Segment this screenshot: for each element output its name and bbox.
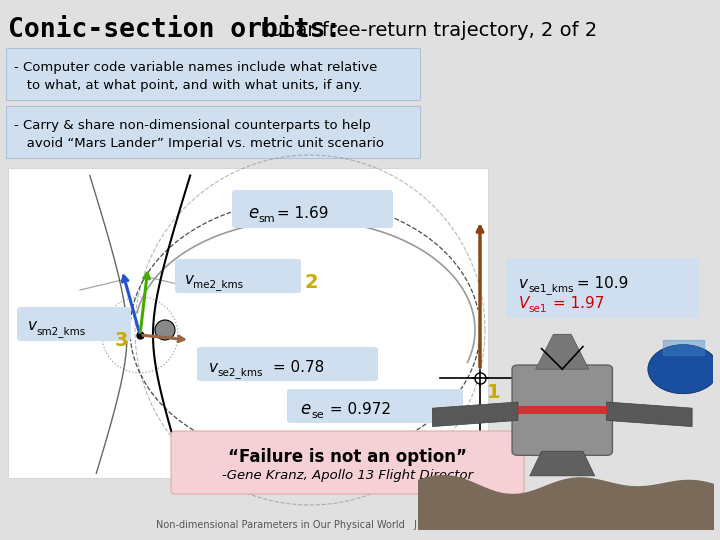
Text: = 0.972: = 0.972 [325, 402, 391, 416]
Text: - Carry & share non-dimensional counterparts to help: - Carry & share non-dimensional counterp… [14, 119, 371, 132]
FancyBboxPatch shape [197, 347, 378, 381]
Text: Lunar free-return trajectory, 2 of 2: Lunar free-return trajectory, 2 of 2 [248, 21, 598, 39]
Text: -Gene Kranz, Apollo 13 Flight Director: -Gene Kranz, Apollo 13 Flight Director [222, 469, 474, 483]
Text: $v$: $v$ [208, 360, 219, 375]
FancyBboxPatch shape [506, 258, 699, 318]
Text: - Computer code variable names include what relative: - Computer code variable names include w… [14, 62, 377, 75]
Text: $e$: $e$ [248, 204, 259, 222]
Text: $v$: $v$ [518, 275, 529, 291]
Text: me2_kms: me2_kms [193, 280, 243, 291]
Text: se: se [311, 410, 323, 420]
Text: sm: sm [258, 214, 274, 224]
FancyBboxPatch shape [232, 190, 393, 228]
Circle shape [648, 345, 719, 394]
FancyBboxPatch shape [175, 259, 301, 293]
Text: sm2_kms: sm2_kms [36, 327, 85, 338]
Text: 15: 15 [688, 513, 705, 527]
Text: = 1.97: = 1.97 [548, 295, 604, 310]
Text: $v$: $v$ [184, 272, 195, 287]
FancyBboxPatch shape [6, 48, 420, 100]
Text: “Failure is not an option”: “Failure is not an option” [228, 448, 467, 466]
Text: se1: se1 [528, 304, 546, 314]
Polygon shape [606, 402, 692, 427]
Text: 2: 2 [305, 273, 319, 292]
Text: = 0.78: = 0.78 [268, 360, 324, 375]
FancyBboxPatch shape [17, 307, 131, 341]
Text: avoid “Mars Lander” Imperial vs. metric unit scenario: avoid “Mars Lander” Imperial vs. metric … [14, 138, 384, 151]
FancyBboxPatch shape [287, 389, 463, 423]
Polygon shape [432, 402, 518, 427]
FancyBboxPatch shape [171, 431, 524, 494]
FancyBboxPatch shape [518, 406, 606, 414]
Polygon shape [536, 334, 589, 369]
FancyBboxPatch shape [512, 365, 613, 455]
Circle shape [155, 320, 175, 340]
Text: $e$: $e$ [300, 400, 312, 418]
Text: se1_kms: se1_kms [528, 284, 574, 294]
Text: 3: 3 [115, 330, 128, 349]
Text: $v$: $v$ [27, 319, 38, 334]
Text: to what, at what point, and with what units, if any.: to what, at what point, and with what un… [14, 79, 362, 92]
FancyBboxPatch shape [6, 106, 420, 158]
FancyBboxPatch shape [8, 168, 488, 478]
Text: Non-dimensional Parameters in Our Physical World   J. Philip Barnes   Nov 2016: Non-dimensional Parameters in Our Physic… [156, 520, 544, 530]
Text: 1: 1 [487, 382, 500, 402]
Text: = 1.69: = 1.69 [272, 206, 328, 220]
Text: se2_kms: se2_kms [217, 368, 263, 379]
Text: $V$: $V$ [518, 295, 531, 311]
Text: Conic-section orbits:: Conic-section orbits: [8, 17, 341, 43]
Polygon shape [530, 451, 595, 476]
Text: = 10.9: = 10.9 [572, 275, 629, 291]
